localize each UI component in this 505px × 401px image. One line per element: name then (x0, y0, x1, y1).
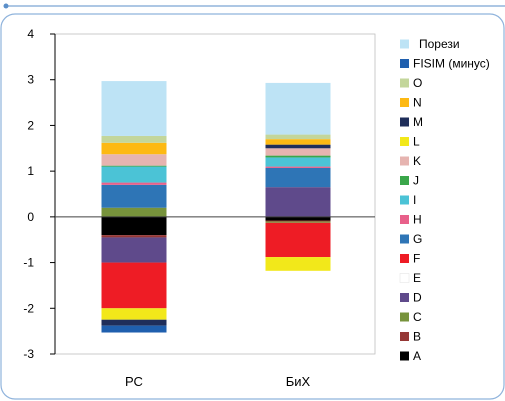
bar-segment (265, 167, 331, 188)
bar-segment (265, 155, 331, 158)
legend-swatch (399, 273, 410, 283)
bar-segment (101, 237, 167, 263)
x-category-label: БиХ (286, 374, 311, 389)
bar-segment (265, 222, 331, 258)
bar-segment (101, 319, 167, 326)
bar-segment (101, 165, 167, 167)
legend-swatch (400, 293, 409, 302)
y-tick-label: 3 (27, 73, 34, 87)
bar-segment (265, 157, 331, 167)
legend-label: F (413, 252, 420, 266)
y-tick-label: -2 (23, 301, 34, 315)
legend-swatch (400, 98, 409, 107)
legend-label: I (413, 193, 416, 207)
x-axis: РС БиХ (125, 374, 311, 389)
legend-swatch (400, 195, 409, 205)
y-tick-label: 1 (27, 164, 34, 178)
legend-label: O (413, 76, 422, 90)
legend-label: FISIM (минус) (413, 57, 490, 71)
bar-segment (265, 220, 331, 222)
bar-segment (265, 148, 331, 156)
legend-label: Порези (419, 37, 460, 51)
legend-swatch (400, 234, 409, 244)
legend-label: L (413, 135, 420, 149)
top-rule-dot (3, 3, 9, 9)
bars (101, 81, 331, 333)
legend-swatch (400, 117, 409, 127)
legend-swatch (400, 332, 409, 341)
legend-swatch (400, 137, 409, 146)
bar-segment (265, 144, 331, 149)
legend-label: G (413, 232, 422, 246)
legend-swatch (400, 156, 409, 166)
bar-segment (265, 257, 331, 271)
legend-swatch (400, 78, 409, 88)
legend-label: A (413, 349, 421, 363)
bar-segment (101, 325, 167, 333)
bar-segment (101, 154, 167, 166)
legend-label: N (413, 96, 422, 110)
legend-swatch (400, 254, 409, 263)
legend-swatch (400, 215, 409, 224)
x-category-label: РС (125, 374, 143, 389)
y-tick-label: -3 (23, 347, 34, 361)
legend-label: B (413, 330, 421, 344)
bar-segment (265, 221, 331, 223)
legend-swatch (400, 351, 409, 361)
bar-segment (265, 187, 331, 217)
legend-swatch (400, 312, 409, 322)
bar-segment (265, 216, 331, 221)
legend-swatch (400, 39, 409, 49)
bar-segment (101, 308, 167, 320)
legend-label: M (413, 115, 423, 129)
legend-label: H (413, 213, 422, 227)
bar-segment (265, 82, 331, 135)
y-axis: -3 -2 -1 0 1 2 3 4 (23, 27, 56, 361)
bar-segment (101, 235, 167, 238)
legend-swatch (400, 176, 409, 185)
legend-label: D (413, 291, 422, 305)
bar-segment (265, 134, 331, 140)
legend-label: C (413, 310, 422, 324)
y-tick-label: 2 (27, 118, 34, 132)
y-tick-label: 0 (27, 210, 34, 224)
bar-segment (101, 135, 167, 143)
bar-segment (101, 207, 167, 217)
bar-segment (101, 81, 167, 136)
bar-segment (265, 139, 331, 145)
bar-segment (101, 216, 167, 236)
legend-label: K (413, 154, 421, 168)
bar-segment (101, 142, 167, 155)
legend-label: J (413, 174, 419, 188)
bar-segment (265, 166, 331, 168)
bar-segment (101, 262, 167, 309)
bar-segment (101, 182, 167, 185)
bar-segment (101, 166, 167, 183)
y-tick-label: 4 (27, 27, 34, 41)
legend-label: E (413, 271, 421, 285)
legend-swatch (400, 59, 409, 68)
bar-segment (101, 184, 167, 208)
y-tick-label: -1 (23, 256, 34, 270)
